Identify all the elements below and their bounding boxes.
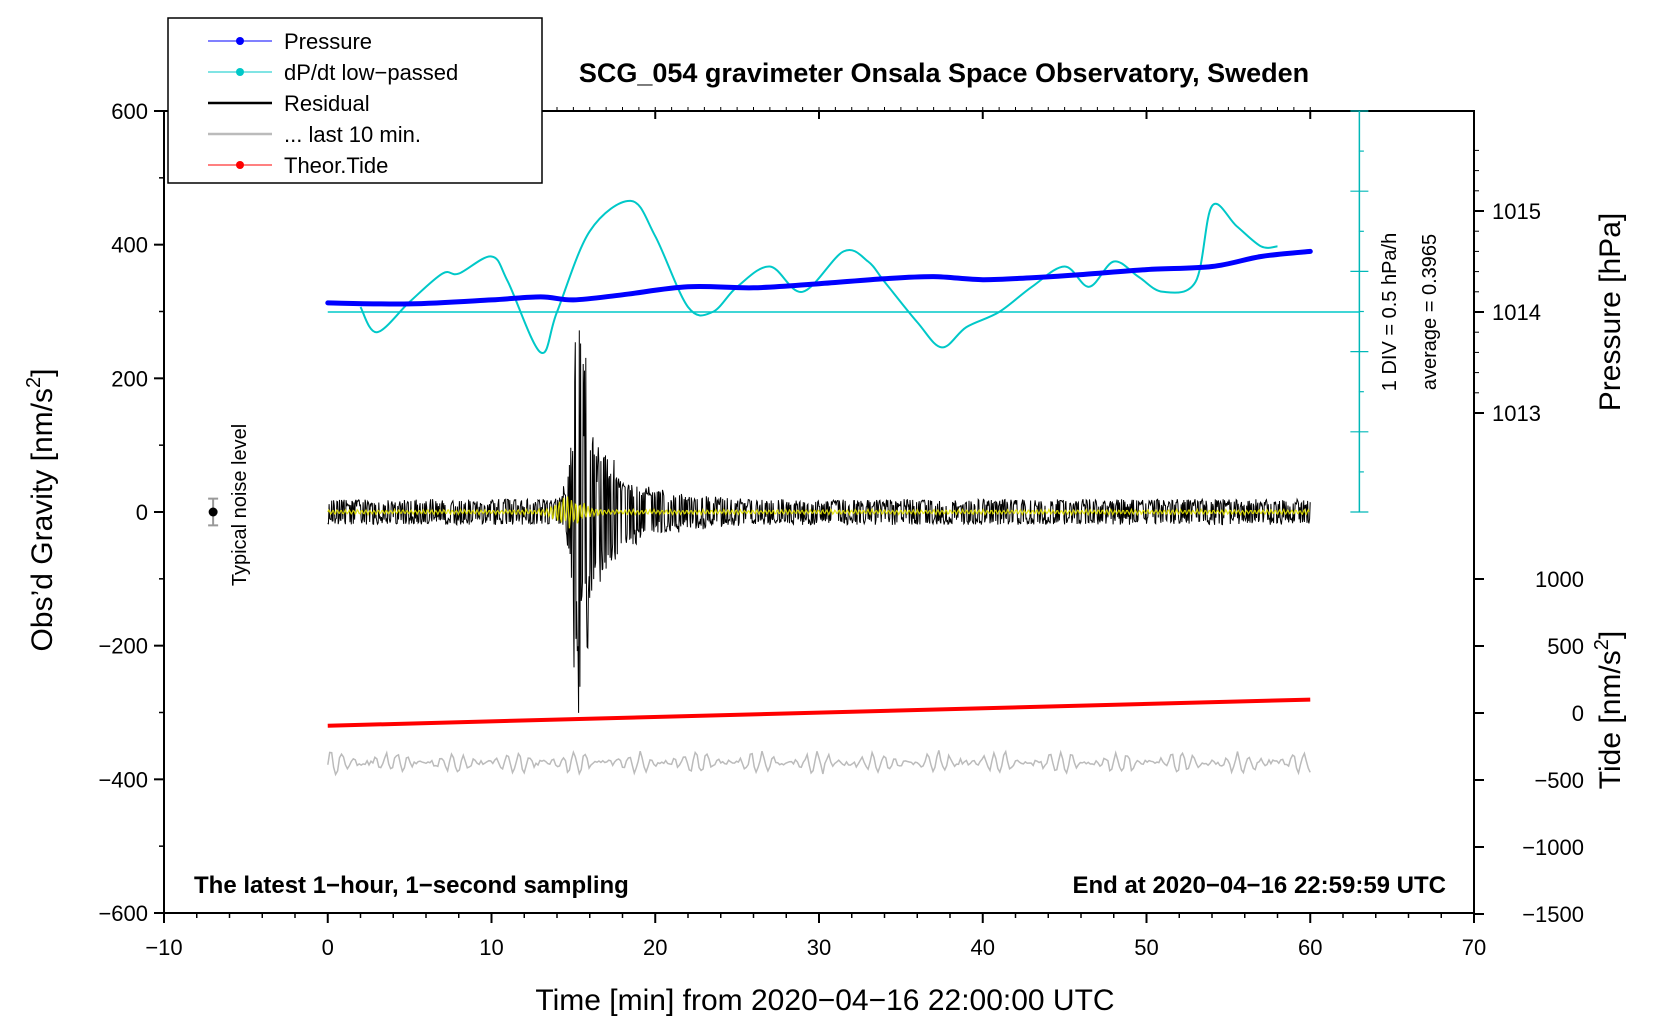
- y-axis-label-gravity: Obs’d Gravity [nm/s2]: [23, 369, 59, 652]
- annotation-bottom-right: End at 2020−04−16 22:59:59 UTC: [1072, 872, 1446, 899]
- y-axis-label-pressure: Pressure [hPa]: [1594, 213, 1627, 411]
- series-theor-tide: [327, 697, 1311, 728]
- x-tick-labels: −10 0 10 20 30 40 50 60 70: [145, 935, 1486, 960]
- x-tick-label: 10: [479, 935, 503, 960]
- y-tick-label: 0: [136, 500, 148, 525]
- noise-level-marker: [208, 497, 219, 527]
- tide-tick-label: −1000: [1522, 835, 1584, 860]
- x-axis-label: Time [min] from 2020−04−16 22:00:00 UTC: [535, 984, 1114, 1017]
- tide-tick-label: 500: [1547, 634, 1584, 659]
- x-tick-label: 60: [1298, 935, 1322, 960]
- x-tick-label: 20: [643, 935, 667, 960]
- series-residual: [327, 330, 1311, 713]
- y-tick-label: 600: [111, 99, 148, 124]
- y-tick-label: 400: [111, 233, 148, 258]
- y-tick-label: −600: [98, 901, 148, 926]
- scale-div-label: 1 DIV = 0.5 hPa/h: [1379, 233, 1401, 391]
- annotation-bottom-left: The latest 1−hour, 1−second sampling: [194, 872, 629, 899]
- y-axis-label-tide: Tide [nm/s2]: [1591, 631, 1627, 789]
- scale-avg-label: average = 0.3965: [1419, 234, 1441, 390]
- noise-level-label: Typical noise level: [229, 424, 251, 586]
- noise-dot: [208, 507, 218, 517]
- legend-label: Theor.Tide: [284, 153, 388, 178]
- pressure-tick-label: 1014: [1492, 300, 1541, 325]
- pressure-tick-label: 1013: [1492, 401, 1541, 426]
- tide-tick-label: −500: [1534, 768, 1584, 793]
- x-tick-label: 70: [1462, 935, 1486, 960]
- y-tick-label: 200: [111, 366, 148, 391]
- x-tick-label: −10: [145, 935, 182, 960]
- series-pressure: [325, 248, 1313, 307]
- legend-label: dP/dt low−passed: [284, 60, 458, 85]
- y-tick-label: −200: [98, 634, 148, 659]
- legend-box: [167, 17, 543, 184]
- y-tick-labels-tide: −1500 −1000 −500 0 500 1000: [1522, 567, 1584, 927]
- legend-label: Pressure: [284, 29, 372, 54]
- x-tick-label: 50: [1134, 935, 1158, 960]
- x-tick-label: 30: [807, 935, 831, 960]
- tide-tick-label: 0: [1572, 701, 1584, 726]
- tide-tick-label: −1500: [1522, 902, 1584, 927]
- pressure-tick-label: 1015: [1492, 199, 1541, 224]
- legend-label: ... last 10 min.: [284, 122, 421, 147]
- y-tick-label: −400: [98, 767, 148, 792]
- tide-tick-label: 1000: [1535, 567, 1584, 592]
- legend-marker: [236, 37, 244, 45]
- y-tick-labels-pressure: 1013 1014 1015: [1492, 199, 1541, 426]
- x-tick-label: 40: [971, 935, 995, 960]
- chart-title: SCG_054 gravimeter Onsala Space Observat…: [579, 58, 1309, 88]
- x-tick-label: 0: [322, 935, 334, 960]
- legend-marker: [236, 68, 244, 76]
- series-layer: [325, 199, 1360, 777]
- series-last-10-min: [327, 749, 1311, 777]
- legend-marker: [236, 161, 244, 169]
- axis-ticks: [154, 107, 1484, 923]
- legend: Pressure dP/dt low−passed Residual ... last…: [167, 17, 543, 184]
- legend-label: Residual: [284, 91, 370, 116]
- y-tick-labels-gravity: −600 −400 −200 0 200 400 600: [98, 99, 148, 926]
- series-residual-filtered: [327, 496, 1310, 529]
- series-dpdt: [359, 199, 1278, 354]
